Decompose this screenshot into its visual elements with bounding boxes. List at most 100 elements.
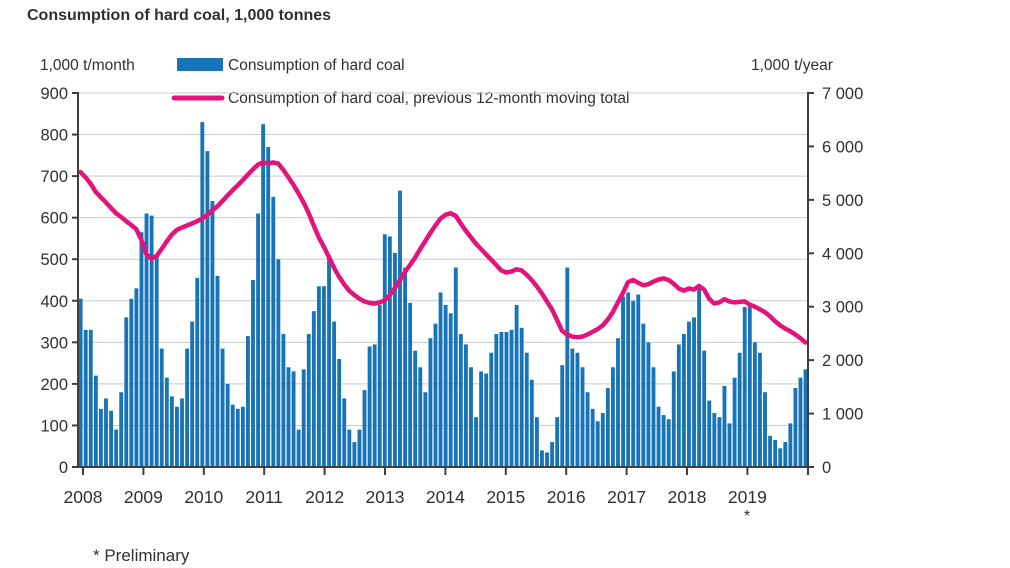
bar-month <box>428 338 433 467</box>
bar-month <box>83 329 88 467</box>
bar-month <box>621 296 625 467</box>
bar-month <box>291 371 296 467</box>
bar-month <box>393 252 397 467</box>
right-axis-unit-label: 1,000 t/year <box>751 57 833 74</box>
y-right-tick-label: 1 000 <box>822 406 863 424</box>
bar-month <box>266 147 271 467</box>
bar-month <box>778 448 783 467</box>
bar-month <box>372 344 377 467</box>
bar-month <box>463 344 468 467</box>
bar-month <box>702 350 707 467</box>
y-right-tick-label: 2 000 <box>822 352 863 370</box>
bar-month <box>124 317 129 467</box>
bar-month <box>175 406 179 467</box>
bar-month <box>595 421 600 467</box>
bar-month <box>783 442 788 467</box>
bar-month <box>306 334 311 467</box>
bar-month <box>519 327 524 467</box>
bar-month <box>448 313 453 467</box>
bar-month <box>347 429 352 467</box>
bar-month <box>251 280 255 467</box>
legend-line-label: Consumption of hard coal, previous 12-mo… <box>228 90 630 107</box>
bar-month <box>327 255 331 467</box>
bar-month <box>550 442 555 467</box>
bar-month <box>600 412 605 467</box>
preliminary-asterisk: * <box>744 508 750 525</box>
bar-month <box>727 423 732 467</box>
bar-month <box>352 442 357 467</box>
bar-month <box>342 398 347 467</box>
bar-month <box>423 392 428 467</box>
bar-month <box>656 406 661 467</box>
gridlines-group <box>78 92 808 426</box>
page-title: Consumption of hard coal, 1,000 tonnes <box>27 7 331 24</box>
bar-month <box>382 234 387 467</box>
bar-month <box>377 304 382 467</box>
y-right-tick-label: 5 000 <box>822 192 863 210</box>
bar-month <box>616 338 620 467</box>
bar-month <box>149 215 154 467</box>
bar-month <box>215 275 220 467</box>
bar-month <box>159 348 164 467</box>
bar-month <box>763 392 767 467</box>
bar-month <box>134 288 139 467</box>
y-right-tick-label: 4 000 <box>822 245 863 263</box>
y-left-tick-label: 500 <box>40 251 68 269</box>
bar-month <box>610 367 615 467</box>
bar-month <box>225 383 230 467</box>
bar-month <box>357 429 362 467</box>
bar-month <box>93 375 98 467</box>
bar-month <box>524 352 529 467</box>
bar-month <box>458 334 463 467</box>
bar-month <box>387 236 392 467</box>
bar-month <box>205 151 210 467</box>
bar-month <box>418 367 423 467</box>
bar-month <box>692 317 696 467</box>
bar-month <box>545 452 549 467</box>
y-left-tick-label: 200 <box>40 376 68 394</box>
bar-month <box>529 379 534 467</box>
bar-month <box>681 334 686 467</box>
bar-month <box>479 371 484 467</box>
bar-month <box>676 344 681 467</box>
bar-month <box>793 388 798 467</box>
moving-total-line <box>78 160 808 345</box>
y-right-tick-label: 6 000 <box>822 138 863 156</box>
bar-month <box>230 404 235 467</box>
bar-month <box>88 329 93 467</box>
y-left-tick-label: 100 <box>40 417 68 435</box>
bar-month <box>286 367 291 467</box>
footnote: * Preliminary <box>93 546 190 565</box>
bar-month <box>210 201 215 468</box>
bar-month <box>661 415 666 467</box>
bar-month <box>281 334 286 467</box>
bar-month <box>403 267 408 467</box>
bar-month <box>671 371 676 467</box>
bar-month <box>301 369 306 467</box>
bar-month <box>169 396 174 467</box>
bar-month <box>220 348 225 467</box>
bar-month <box>256 213 260 467</box>
y-left-tick-label: 600 <box>40 210 68 228</box>
bar-month <box>722 385 727 467</box>
bar-month <box>641 323 646 467</box>
bar-month <box>707 400 712 467</box>
bar-month <box>261 124 266 468</box>
legend-bar-swatch <box>177 58 223 71</box>
bar-month <box>337 358 342 467</box>
bar-month <box>98 408 103 467</box>
left-axis-unit-label: 1,000 t/month <box>40 57 135 74</box>
y-right-tick-label: 0 <box>822 459 831 477</box>
y-left-tick-label: 800 <box>40 127 68 145</box>
bar-month <box>732 377 737 467</box>
bar-month <box>164 377 169 467</box>
bar-month <box>144 213 149 467</box>
bar-month <box>560 365 565 467</box>
bar-month <box>119 392 124 467</box>
bar-month <box>605 388 610 467</box>
bar-month <box>747 304 752 467</box>
x-axis-year-label: 2013 <box>366 487 405 507</box>
legend-bar-label: Consumption of hard coal <box>228 57 405 74</box>
bar-month <box>453 267 458 467</box>
